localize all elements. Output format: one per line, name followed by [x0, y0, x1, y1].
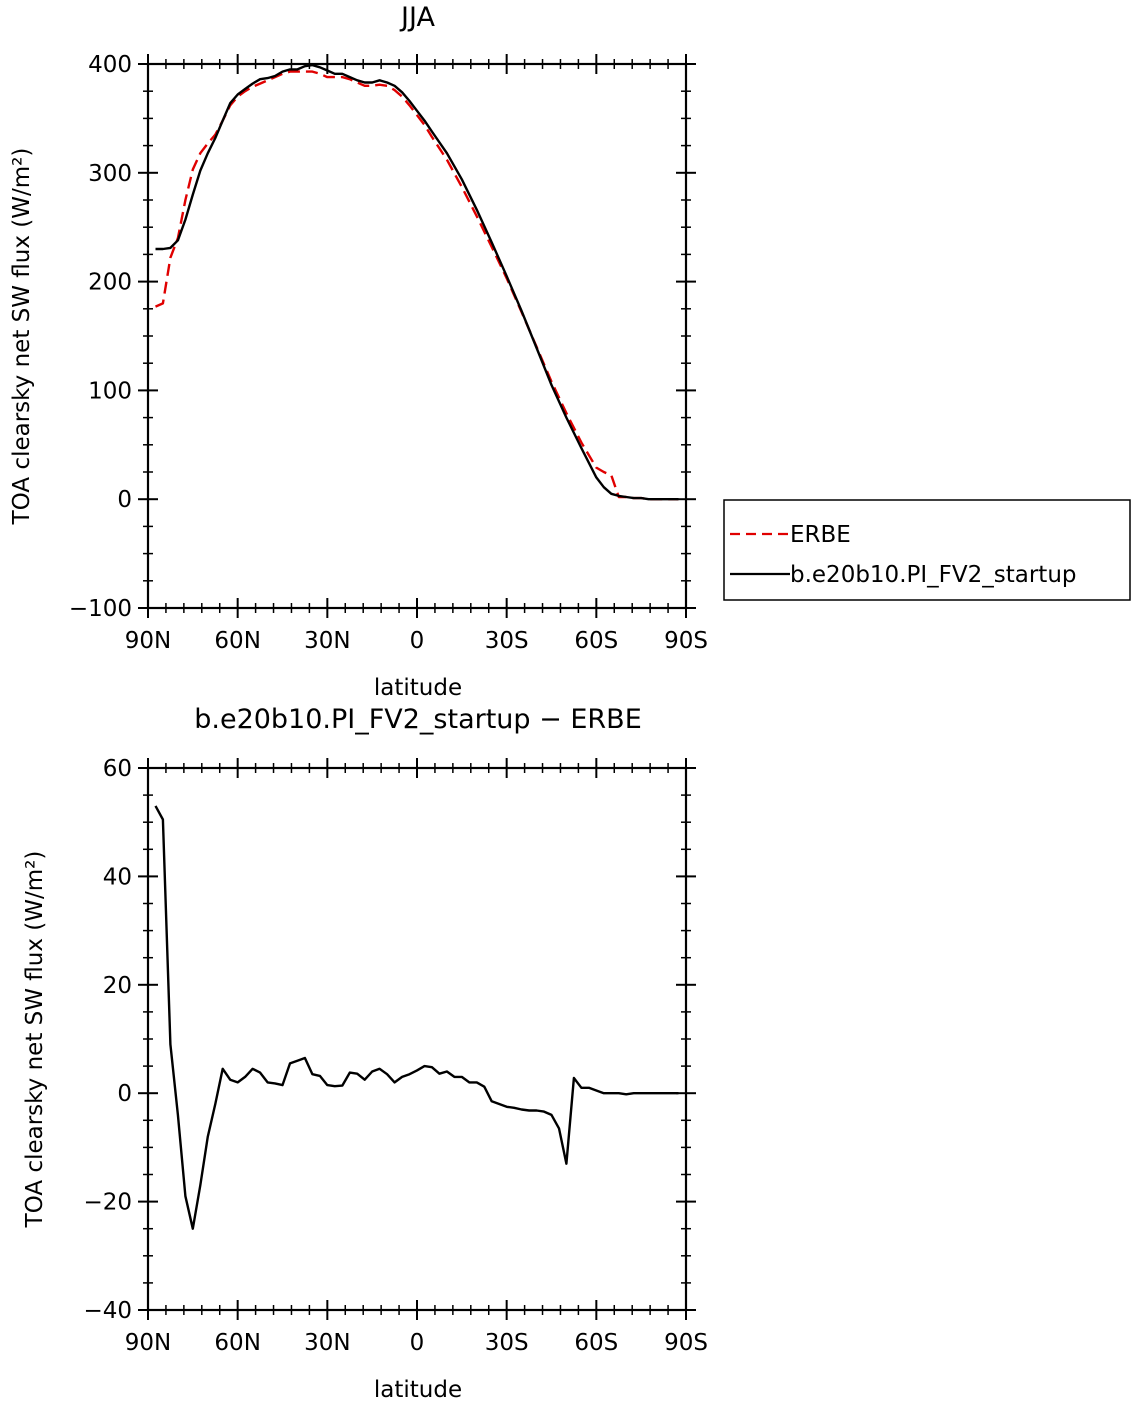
- x-tick-label: 90N: [125, 628, 171, 654]
- x-tick-label: 60N: [214, 628, 260, 654]
- plot-area-bottom: 90N 60N 30N 0 30S 60S 90S −40 −20 0 20 40 60: [83, 756, 707, 1356]
- x-tick-label: 90S: [664, 1330, 708, 1356]
- x-tick-label: 60S: [574, 1330, 618, 1356]
- plot-frame-top: [146, 62, 688, 610]
- y-tick-label: −40: [83, 1298, 132, 1324]
- plot-area-top: 90N 60N 30N 0 30S 60S 90S −100 0 100 200 300 400: [69, 52, 708, 654]
- y-tick-label: 400: [88, 52, 132, 78]
- y-tick-label: 200: [88, 270, 132, 296]
- x-tick-label: 30S: [485, 628, 529, 654]
- y-tick-label: −20: [83, 1190, 132, 1216]
- x-tick-label: 30N: [304, 1330, 350, 1356]
- x-tick-label: 0: [410, 1330, 425, 1356]
- y-axis-label-bottom: TOA clearsky net SW flux (W/m²): [22, 851, 48, 1229]
- ticks-top: 90N 60N 30N 0 30S 60S 90S −100 0 100 200 300 400: [69, 52, 708, 654]
- y-tick-label: 0: [117, 487, 132, 513]
- y-tick-label: −100: [69, 596, 132, 622]
- x-tick-label: 60S: [574, 628, 618, 654]
- series-lines-bottom: [154, 805, 679, 1230]
- panel-bottom: b.e20b10.PI_FV2_startup − ERBE 90N 60N 30N…: [22, 704, 708, 1403]
- y-tick-label: 20: [103, 973, 132, 999]
- y-tick-label: 300: [88, 161, 132, 187]
- x-tick-label: 30S: [485, 1330, 529, 1356]
- x-tick-label: 30N: [304, 628, 350, 654]
- chart-title-top: JJA: [399, 2, 435, 33]
- chart-title-bottom: b.e20b10.PI_FV2_startup − ERBE: [194, 704, 642, 735]
- panel-top: JJA 90N 60N 30N 0 30S 60S 90S −100 0 100 200 300 400…: [9, 2, 708, 701]
- x-tick-label: 60N: [214, 1330, 260, 1356]
- y-tick-label: 40: [103, 864, 132, 890]
- series-lines-top: [155, 63, 679, 501]
- x-tick-label: 0: [410, 628, 425, 654]
- x-axis-label-bottom: latitude: [374, 1377, 462, 1403]
- legend: ERBE b.e20b10.PI_FV2_startup: [723, 499, 1131, 601]
- plot-frame-bottom: [146, 766, 688, 1312]
- legend-box: [723, 499, 1131, 601]
- legend-label-erbe: ERBE: [790, 522, 851, 548]
- y-tick-label: 0: [117, 1081, 132, 1107]
- ticks-bottom: 90N 60N 30N 0 30S 60S 90S −40 −20 0 20 40 60: [83, 756, 707, 1356]
- series-line-erbe: [155, 70, 679, 501]
- y-axis-label-top: TOA clearsky net SW flux (W/m²): [9, 148, 35, 526]
- x-tick-label: 90N: [125, 1330, 171, 1356]
- x-axis-label-top: latitude: [374, 675, 462, 701]
- series-line-difference: [154, 805, 679, 1230]
- y-tick-label: 60: [103, 756, 132, 782]
- y-tick-label: 100: [88, 378, 132, 404]
- x-tick-label: 90S: [664, 628, 708, 654]
- series-line-model: [155, 63, 679, 501]
- legend-label-model: b.e20b10.PI_FV2_startup: [790, 562, 1077, 588]
